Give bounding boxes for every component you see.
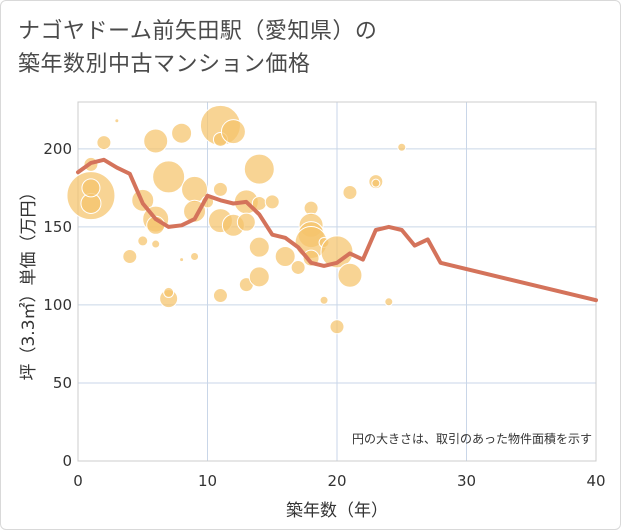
y-tick-label: 50 [53, 374, 72, 392]
chart-title: ナゴヤドーム前矢田駅（愛知県）の 築年数別中古マンション価格 [18, 15, 377, 81]
bubble-point [212, 288, 228, 304]
bubble-point [151, 239, 161, 249]
x-tick-label: 0 [73, 472, 83, 490]
x-tick-label: 20 [327, 472, 346, 490]
bubble-point [320, 235, 354, 269]
x-axis-title: 築年数（年） [286, 501, 388, 521]
trend-line [76, 157, 598, 303]
bubble-point [171, 122, 193, 144]
bubble-point [236, 212, 256, 232]
bubble-point [114, 118, 120, 124]
y-tick-label: 0 [62, 452, 72, 470]
bubble-point [137, 235, 149, 247]
bubble-point [384, 297, 394, 307]
bubble-point [152, 160, 186, 194]
bubble-point [96, 135, 112, 151]
chart-title-line-2: 築年数別中古マンション価格 [18, 52, 311, 77]
bubble-point [122, 249, 138, 265]
bubble-point [248, 236, 270, 258]
bubble-point [371, 178, 381, 188]
plot-border [77, 101, 597, 462]
bubble-point [329, 319, 345, 335]
bubble-series [66, 104, 407, 335]
y-tick-label: 150 [43, 218, 72, 236]
x-tick-label: 40 [586, 472, 605, 490]
y-tick-label: 200 [43, 140, 72, 158]
bubble-point [274, 246, 296, 268]
bubble-point [143, 128, 169, 154]
bubble-point [319, 295, 329, 305]
y-tick-labels: 0 50 100 150 200 [43, 140, 72, 470]
chart-title-line-1: ナゴヤドーム前矢田駅（愛知県）の [18, 19, 378, 44]
bubble-point [220, 119, 246, 145]
y-axis-title: 坪（3.3㎡）単価（万円） [19, 183, 39, 380]
bubble-point [243, 153, 275, 185]
bubble-point [179, 257, 185, 263]
x-tick-labels: 0 10 20 30 40 [73, 472, 605, 490]
y-tick-label: 100 [43, 296, 72, 314]
x-tick-label: 10 [198, 472, 217, 490]
bubble-point [212, 181, 228, 197]
bubble-point [163, 286, 175, 298]
bubble-size-note: 円の大きさは、取引のあった物件面積を示す [352, 431, 592, 446]
bubble-point [264, 194, 280, 210]
bubble-point [190, 252, 200, 262]
bubble-point [248, 266, 270, 288]
x-tick-label: 30 [457, 472, 476, 490]
bubble-point [342, 185, 358, 201]
bubble-point [290, 259, 306, 275]
bubble-point [81, 178, 101, 198]
bubble-point [397, 142, 407, 152]
bubble-point [337, 262, 363, 288]
